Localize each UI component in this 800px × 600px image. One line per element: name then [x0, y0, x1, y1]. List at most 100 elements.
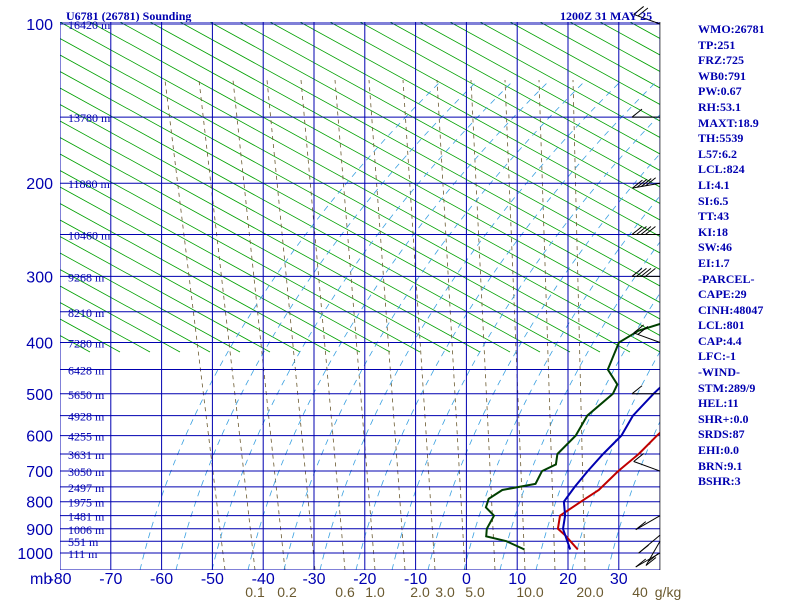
moist-adiabat — [283, 81, 585, 570]
mixing-ratio-line — [368, 79, 406, 570]
height-label: 9268 m — [68, 270, 105, 284]
wind-barb — [631, 385, 660, 395]
moist-adiabat — [463, 195, 660, 570]
index-line: LCL:801 — [698, 318, 745, 333]
pressure-tick-label: 800 — [26, 495, 53, 512]
height-label: 6428 m — [68, 364, 105, 378]
series-line — [556, 431, 660, 551]
barb-flag — [640, 268, 652, 277]
moist-adiabat — [175, 81, 477, 570]
barb-flag — [631, 108, 643, 118]
temp-tick-label: 10 — [508, 571, 526, 588]
dry-adiabat — [60, 137, 451, 353]
barb-staff — [633, 461, 661, 472]
barb-flag — [631, 268, 643, 277]
wind-barb — [632, 177, 661, 189]
dry-adiabat — [539, 22, 660, 89]
index-line: SW:46 — [698, 240, 733, 255]
dry-adiabat — [60, 120, 481, 353]
barb-staff — [635, 515, 661, 531]
temp-tick-label: 20 — [559, 571, 577, 588]
mixing-ratio-line — [334, 79, 376, 570]
pressure-tick-label: 100 — [26, 17, 53, 34]
height-label: 10460 m — [68, 229, 111, 243]
height-label: 11880 m — [68, 177, 111, 191]
index-line: RH:53.1 — [698, 99, 741, 114]
mixing-ratio-line — [572, 79, 586, 570]
height-label: 1006 m — [68, 523, 105, 537]
height-label: 551 m — [68, 535, 99, 549]
mixing-ratio-line — [504, 79, 526, 570]
dry-adiabat — [509, 22, 660, 105]
index-line: EI:1.7 — [698, 255, 730, 270]
index-line: MAXT:18.9 — [698, 115, 759, 130]
mixing-ratio-line — [164, 79, 226, 570]
index-line: WMO:26781 — [698, 22, 765, 36]
wind-barb — [631, 108, 660, 118]
mixing-ratio-line — [232, 79, 286, 570]
mixing-ratio-label: 0.6 — [335, 584, 355, 600]
barb-flag — [640, 226, 652, 235]
height-label: 13780 m — [68, 111, 111, 125]
dry-adiabat — [60, 186, 361, 353]
moist-adiabat — [427, 153, 660, 570]
barb-flag — [645, 177, 656, 187]
pressure-tick-label: 700 — [26, 464, 53, 481]
y-axis-unit: mb — [30, 571, 52, 588]
dry-adiabat — [209, 22, 660, 270]
barb-flag — [645, 226, 656, 235]
dry-adiabat — [60, 219, 301, 353]
dry-adiabat — [60, 203, 331, 353]
series — [484, 322, 660, 551]
dry-adiabat — [269, 22, 660, 237]
index-line: LCL:824 — [698, 162, 745, 177]
index-line: L57:6.2 — [698, 146, 737, 161]
barb-flag — [640, 178, 652, 187]
wind-barb — [633, 6, 661, 25]
dry-adiabat — [149, 22, 660, 303]
sounding-datetime: 1200Z 31 MAY 25 — [560, 9, 652, 23]
pressure-tick-label: 900 — [26, 522, 53, 539]
moist-adiabat — [247, 81, 549, 570]
temp-tick-label: -80 — [48, 571, 71, 588]
barb-flag — [645, 268, 656, 277]
moist-adiabat — [499, 241, 660, 570]
mixing-ratio-label: 3.0 — [435, 584, 455, 600]
height-label: 8210 m — [68, 306, 105, 320]
dry-adiabat — [89, 22, 660, 336]
background-lines — [60, 22, 660, 570]
pressure-tick-label: 300 — [26, 269, 53, 286]
height-label: 16420 m — [68, 18, 111, 32]
wind-barb — [635, 515, 661, 531]
index-line: KI:18 — [698, 224, 728, 239]
temp-tick-label: -20 — [353, 571, 376, 588]
mixing-ratio-line — [300, 79, 346, 570]
index-line: STM:289/9 — [698, 380, 756, 395]
mixing-ratio-label: 40 — [632, 584, 648, 600]
height-label: 1975 m — [68, 496, 105, 510]
dry-adiabat — [299, 22, 660, 221]
index-line: TH:5539 — [698, 131, 744, 146]
dry-adiabat — [60, 170, 391, 353]
barb-flag — [631, 385, 643, 395]
dry-adiabat — [389, 22, 660, 171]
temp-tick-label: -10 — [404, 571, 427, 588]
wind-barb — [633, 324, 661, 343]
wind-barb — [631, 268, 660, 277]
height-label: 3631 m — [68, 448, 105, 462]
barb-flag — [638, 544, 649, 554]
barb-flag — [633, 453, 645, 462]
barb-flag — [631, 226, 643, 235]
height-label: 111 m — [68, 547, 98, 561]
temp-tick-label: -70 — [99, 571, 122, 588]
moist-adiabat — [211, 81, 513, 570]
dry-adiabat — [479, 22, 660, 122]
mixing-ratio-line — [436, 79, 466, 570]
index-line: FRZ:725 — [698, 53, 744, 68]
moist-adiabat — [139, 81, 441, 570]
barb-flag — [635, 558, 647, 568]
series-line — [561, 386, 660, 550]
dry-adiabat — [60, 54, 601, 353]
barb-flag — [645, 557, 657, 566]
